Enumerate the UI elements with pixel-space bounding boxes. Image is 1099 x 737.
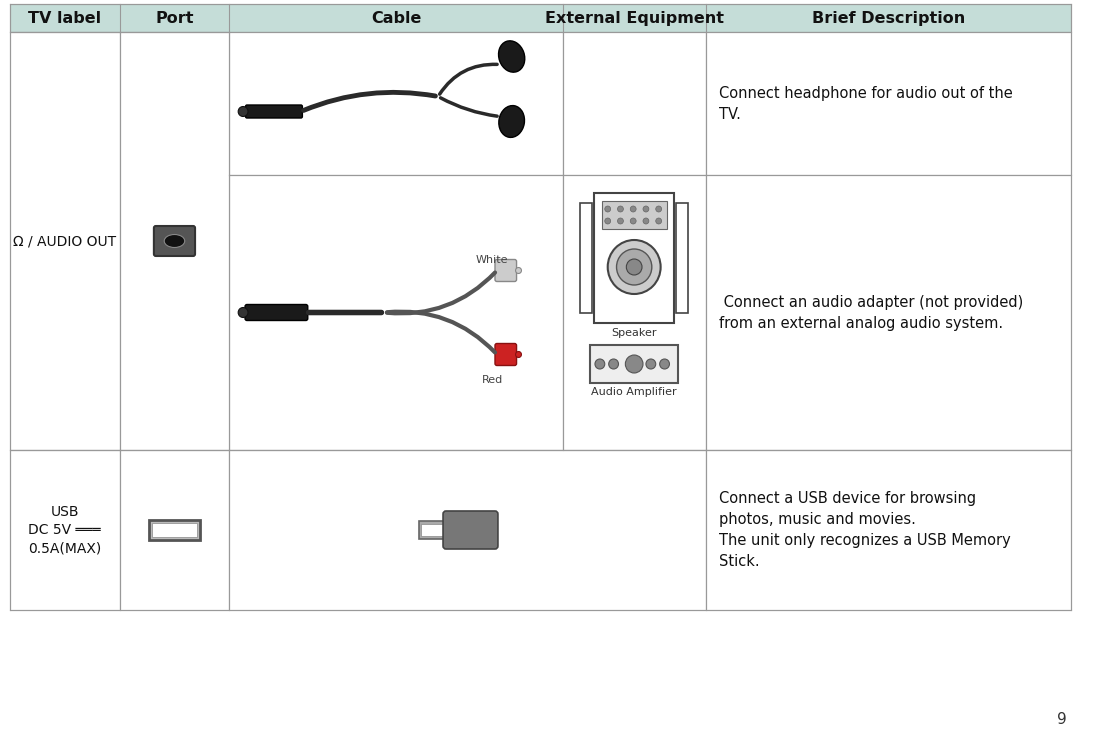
- Bar: [230, 175, 563, 450]
- Text: Brief Description: Brief Description: [812, 10, 965, 26]
- Bar: [706, 32, 1072, 175]
- FancyBboxPatch shape: [422, 524, 443, 536]
- Circle shape: [656, 206, 662, 212]
- FancyBboxPatch shape: [443, 511, 498, 549]
- Circle shape: [630, 218, 636, 224]
- Bar: [120, 450, 230, 610]
- Text: Connect headphone for audio out of the
TV.: Connect headphone for audio out of the T…: [720, 85, 1013, 122]
- Bar: [563, 32, 706, 175]
- FancyBboxPatch shape: [152, 523, 197, 537]
- Circle shape: [643, 218, 648, 224]
- Text: Cable: Cable: [370, 10, 421, 26]
- Ellipse shape: [617, 249, 652, 285]
- Text: 9: 9: [1056, 712, 1066, 727]
- Ellipse shape: [626, 259, 642, 275]
- Bar: [10, 4, 1072, 32]
- FancyBboxPatch shape: [593, 193, 675, 323]
- Circle shape: [515, 352, 521, 357]
- FancyBboxPatch shape: [149, 520, 200, 540]
- Circle shape: [618, 218, 623, 224]
- FancyBboxPatch shape: [495, 343, 517, 366]
- Bar: [706, 450, 1072, 610]
- FancyBboxPatch shape: [245, 105, 302, 118]
- Circle shape: [630, 206, 636, 212]
- Bar: [706, 175, 1072, 450]
- Ellipse shape: [608, 240, 660, 294]
- Text: White: White: [476, 254, 509, 265]
- Circle shape: [604, 218, 611, 224]
- Bar: [230, 32, 563, 175]
- FancyBboxPatch shape: [419, 521, 446, 539]
- Text: Audio Amplifier: Audio Amplifier: [591, 387, 677, 397]
- FancyBboxPatch shape: [154, 226, 195, 256]
- Bar: [563, 175, 706, 450]
- Circle shape: [656, 218, 662, 224]
- Text: Connect a USB device for browsing
photos, music and movies.
The unit only recogn: Connect a USB device for browsing photos…: [720, 491, 1011, 569]
- Bar: [120, 32, 230, 450]
- Text: Ω / AUDIO OUT: Ω / AUDIO OUT: [13, 234, 116, 248]
- Circle shape: [646, 359, 656, 369]
- FancyBboxPatch shape: [245, 304, 308, 321]
- Circle shape: [515, 268, 521, 273]
- Circle shape: [609, 359, 619, 369]
- Circle shape: [238, 307, 248, 318]
- Bar: [10, 32, 120, 450]
- Ellipse shape: [499, 41, 525, 72]
- FancyBboxPatch shape: [580, 203, 592, 313]
- Text: Connect an audio adapter (not provided)
from an external analog audio system.: Connect an audio adapter (not provided) …: [720, 295, 1023, 330]
- Text: DC 5V ═══: DC 5V ═══: [29, 523, 101, 537]
- Text: 0.5A(MAX): 0.5A(MAX): [29, 541, 101, 555]
- Ellipse shape: [164, 234, 185, 248]
- FancyBboxPatch shape: [676, 203, 688, 313]
- Text: Speaker: Speaker: [611, 328, 657, 338]
- Text: Red: Red: [481, 374, 502, 385]
- Circle shape: [618, 206, 623, 212]
- Circle shape: [659, 359, 669, 369]
- Circle shape: [595, 359, 604, 369]
- Circle shape: [238, 107, 248, 116]
- Text: USB: USB: [51, 505, 79, 519]
- Bar: [230, 450, 706, 610]
- Text: External Equipment: External Equipment: [545, 10, 723, 26]
- FancyBboxPatch shape: [602, 201, 666, 229]
- Circle shape: [625, 355, 643, 373]
- Text: TV label: TV label: [29, 10, 101, 26]
- Ellipse shape: [499, 105, 524, 137]
- Circle shape: [643, 206, 648, 212]
- Circle shape: [604, 206, 611, 212]
- Bar: [10, 450, 120, 610]
- FancyBboxPatch shape: [495, 259, 517, 282]
- Text: Port: Port: [155, 10, 193, 26]
- FancyBboxPatch shape: [590, 345, 678, 383]
